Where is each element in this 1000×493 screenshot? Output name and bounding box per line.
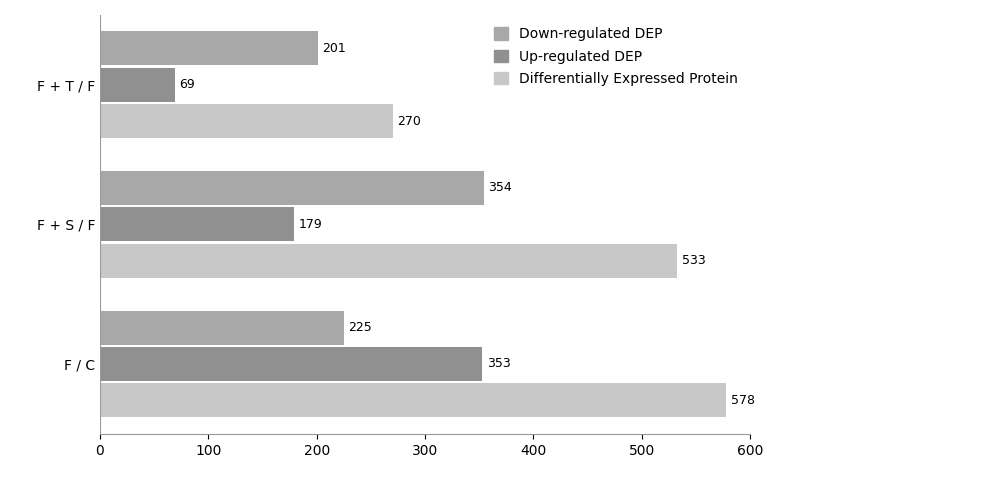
Text: 533: 533 — [682, 254, 706, 267]
Bar — [100, 68, 175, 102]
Legend: Down-regulated DEP, Up-regulated DEP, Differentially Expressed Protein: Down-regulated DEP, Up-regulated DEP, Di… — [488, 22, 743, 92]
Text: 179: 179 — [298, 218, 322, 231]
Text: 353: 353 — [487, 357, 511, 371]
Bar — [100, 244, 677, 278]
Text: 270: 270 — [397, 114, 421, 128]
Bar — [100, 384, 726, 418]
Bar — [100, 347, 482, 381]
Bar — [100, 31, 318, 65]
Bar — [100, 208, 294, 241]
Text: 578: 578 — [731, 394, 755, 407]
Bar — [100, 311, 344, 345]
Text: 225: 225 — [348, 321, 372, 334]
Text: 69: 69 — [179, 78, 195, 91]
Bar — [100, 104, 393, 138]
Text: 201: 201 — [322, 42, 346, 55]
Bar — [100, 171, 484, 205]
Text: 354: 354 — [488, 181, 512, 194]
